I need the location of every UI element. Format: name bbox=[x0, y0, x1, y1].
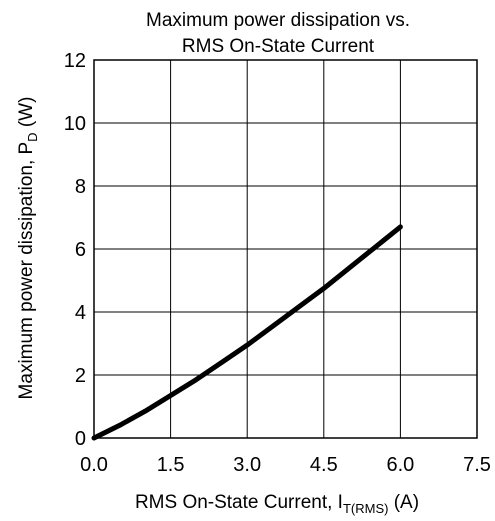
y-axis-label: Maximum power dissipation, PD (W) bbox=[16, 97, 40, 400]
x-tick-label-0: 0.0 bbox=[80, 454, 108, 476]
y-tick-label-3: 6 bbox=[75, 239, 86, 261]
y-tick-label-4: 8 bbox=[75, 176, 86, 198]
chart-title-line-1: Maximum power dissipation vs. bbox=[146, 10, 410, 31]
y-tick-label-6: 12 bbox=[64, 50, 86, 72]
x-tick-label-4: 6.0 bbox=[386, 454, 414, 476]
x-axis-label: RMS On-State Current, IT(RMS) (A) bbox=[135, 492, 419, 516]
x-axis-label-unit: (A) bbox=[388, 492, 419, 513]
y-tick-label-2: 4 bbox=[75, 302, 86, 324]
y-tick-label-1: 2 bbox=[75, 365, 86, 387]
x-axis-label-subscript: T(RMS) bbox=[343, 501, 389, 516]
x-tick-label-5: 7.5 bbox=[463, 454, 491, 476]
y-axis-ticks: 0 2 4 6 8 10 12 bbox=[64, 50, 86, 450]
grid-lines bbox=[93, 59, 478, 439]
x-axis-label-main: RMS On-State Current, I bbox=[135, 492, 343, 513]
plot-area-frame bbox=[93, 59, 478, 439]
x-axis-ticks: 0.0 1.5 3.0 4.5 6.0 7.5 bbox=[80, 454, 491, 476]
series-line-0 bbox=[91, 224, 403, 441]
x-tick-label-3: 4.5 bbox=[310, 454, 338, 476]
series-group bbox=[91, 224, 403, 441]
x-tick-label-1: 1.5 bbox=[157, 454, 185, 476]
y-tick-label-0: 0 bbox=[75, 428, 86, 450]
chart-title-line-2: RMS On-State Current bbox=[182, 36, 375, 57]
y-axis-label-unit: (W) bbox=[16, 97, 37, 133]
y-tick-label-5: 10 bbox=[64, 113, 86, 135]
y-axis-label-main: Maximum power dissipation, P bbox=[16, 142, 37, 400]
x-tick-label-2: 3.0 bbox=[233, 454, 261, 476]
y-axis-label-subscript: D bbox=[25, 132, 40, 141]
